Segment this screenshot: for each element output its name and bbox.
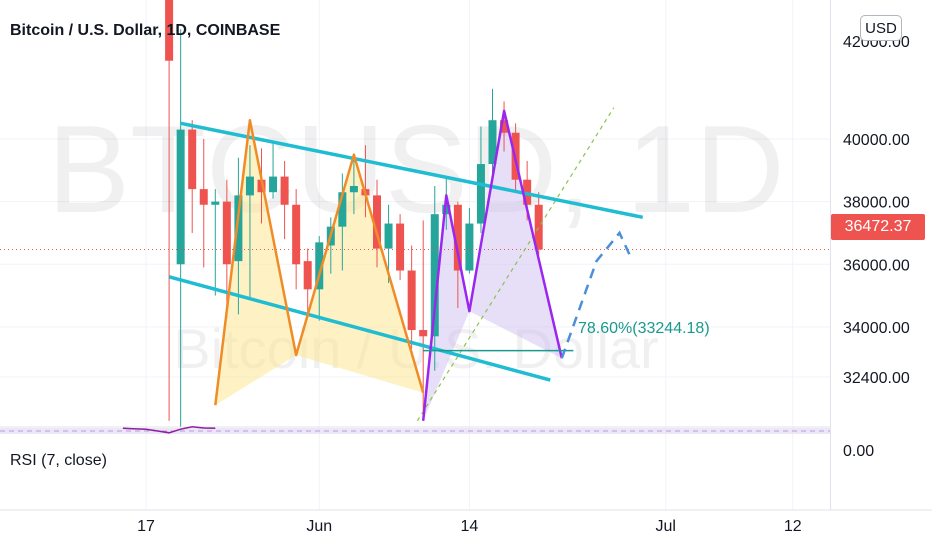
time-tick-label: 17: [137, 518, 155, 535]
time-tick-label: 14: [461, 518, 479, 535]
candle-body: [500, 120, 509, 133]
candle-body: [269, 176, 278, 193]
orange-harmonic-pattern: [214, 118, 425, 406]
candle-body: [338, 192, 347, 227]
currency-button[interactable]: USD: [860, 15, 902, 41]
candle-body: [384, 223, 393, 249]
candle-body: [396, 223, 405, 271]
candle-body: [534, 204, 543, 250]
orange-pattern-fill: [296, 154, 424, 393]
channel-upper-line: [180, 121, 644, 220]
candle-body: [407, 270, 416, 331]
candle-body: [488, 120, 497, 165]
candle-body: [453, 204, 462, 271]
time-tick-label: Jul: [656, 518, 676, 535]
price-tick-label: 38000.00: [843, 195, 910, 212]
candle-body: [257, 179, 266, 193]
price-tick-label: 34000.00: [843, 320, 910, 337]
candle-body: [211, 201, 220, 205]
rsi-line: [122, 426, 216, 434]
candle-body: [476, 164, 485, 224]
fib-level-label: 78.60%(33244.18): [578, 320, 710, 337]
price-tick-label: 36000.00: [843, 257, 910, 274]
candle-body: [292, 204, 301, 265]
time-tick-label: 12: [784, 518, 802, 535]
candle-body: [303, 261, 312, 290]
candle-body: [373, 195, 381, 249]
candle-body: [349, 185, 358, 193]
candle-body: [419, 330, 428, 337]
rsi-indicator-label[interactable]: RSI (7, close): [10, 452, 107, 469]
watermark: BTCUSD, 1D Bitcoin / U.S. Dollar: [47, 101, 784, 380]
candle-body: [188, 129, 197, 190]
rsi-pane: [0, 426, 932, 511]
purple-harmonic-pattern: [421, 109, 564, 421]
drawings: [0, 107, 830, 422]
dotted-trendline: [416, 107, 615, 422]
channel-lower-line: [168, 275, 551, 382]
orange-pattern-fill: [215, 120, 297, 406]
price-tick-label: 32400.00: [843, 370, 910, 387]
time-tick-label: Jun: [306, 518, 332, 535]
candle-body: [245, 176, 254, 196]
chart-title: Bitcoin / U.S. Dollar, 1D, COINBASE: [10, 22, 281, 39]
projection-path: [560, 230, 633, 359]
candle-body: [465, 223, 474, 271]
pattern-fills: [215, 110, 562, 421]
candle-body: [315, 242, 324, 290]
axes: 42000.0040000.0038000.0036000.0034000.00…: [137, 0, 910, 535]
purple-pattern-fill: [469, 110, 562, 359]
last-price-tag: 36472.37: [831, 214, 925, 240]
candle-body: [165, 0, 174, 61]
rsi-axis-label: 0.00: [843, 443, 874, 460]
candle-body: [222, 201, 231, 265]
candle-body: [234, 195, 243, 262]
candle-body: [176, 129, 185, 265]
candle-body: [442, 204, 451, 215]
candle-body: [430, 214, 439, 337]
candles: [165, 0, 543, 427]
candle-body: [199, 189, 208, 205]
price-tick-label: 40000.00: [843, 132, 910, 149]
candle-body: [280, 176, 289, 205]
